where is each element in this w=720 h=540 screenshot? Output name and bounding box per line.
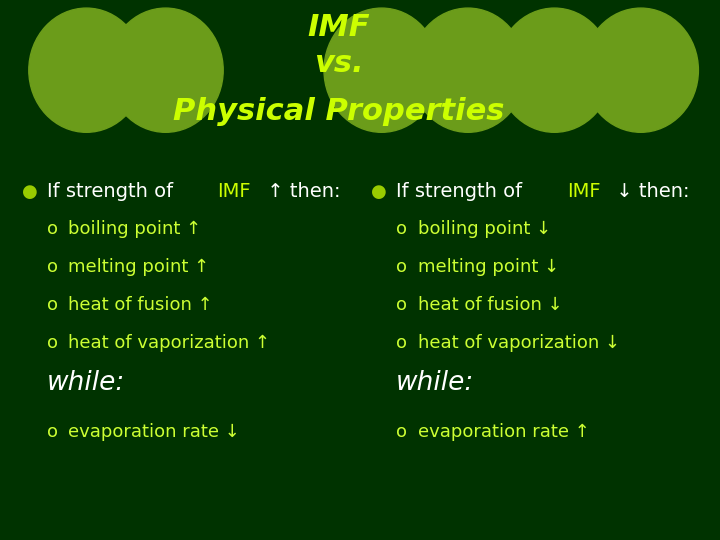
Text: o: o: [47, 423, 58, 441]
Text: ●: ●: [22, 183, 37, 201]
Text: o: o: [47, 220, 58, 239]
Ellipse shape: [410, 8, 526, 132]
Text: evaporation rate ↓: evaporation rate ↓: [68, 423, 240, 441]
Text: boiling point ↓: boiling point ↓: [418, 220, 551, 239]
Ellipse shape: [583, 8, 698, 132]
Text: boiling point ↑: boiling point ↑: [68, 220, 202, 239]
Text: o: o: [396, 296, 407, 314]
Text: Physical Properties: Physical Properties: [173, 97, 504, 126]
Text: while:: while:: [396, 370, 474, 396]
Text: heat of fusion ↑: heat of fusion ↑: [68, 296, 213, 314]
Text: o: o: [396, 334, 407, 352]
Ellipse shape: [497, 8, 612, 132]
Text: while:: while:: [47, 370, 125, 396]
Text: o: o: [47, 258, 58, 276]
Text: heat of vaporization ↑: heat of vaporization ↑: [68, 334, 271, 352]
Text: If strength of: If strength of: [396, 182, 528, 201]
Ellipse shape: [108, 8, 223, 132]
Text: evaporation rate ↑: evaporation rate ↑: [418, 423, 590, 441]
Text: ↓ then:: ↓ then:: [610, 182, 690, 201]
Text: o: o: [396, 258, 407, 276]
Text: If strength of: If strength of: [47, 182, 179, 201]
Text: o: o: [396, 423, 407, 441]
Text: ●: ●: [371, 183, 387, 201]
Ellipse shape: [324, 8, 439, 132]
Text: IMF: IMF: [217, 182, 251, 201]
Text: vs.: vs.: [314, 49, 363, 78]
Text: o: o: [47, 334, 58, 352]
Text: heat of vaporization ↓: heat of vaporization ↓: [418, 334, 620, 352]
Text: IMF: IMF: [307, 14, 369, 43]
Text: heat of fusion ↓: heat of fusion ↓: [418, 296, 562, 314]
Text: ↑ then:: ↑ then:: [261, 182, 341, 201]
Ellipse shape: [29, 8, 144, 132]
Text: IMF: IMF: [567, 182, 600, 201]
Text: o: o: [396, 220, 407, 239]
Text: melting point ↑: melting point ↑: [68, 258, 210, 276]
Text: melting point ↓: melting point ↓: [418, 258, 559, 276]
Text: o: o: [47, 296, 58, 314]
